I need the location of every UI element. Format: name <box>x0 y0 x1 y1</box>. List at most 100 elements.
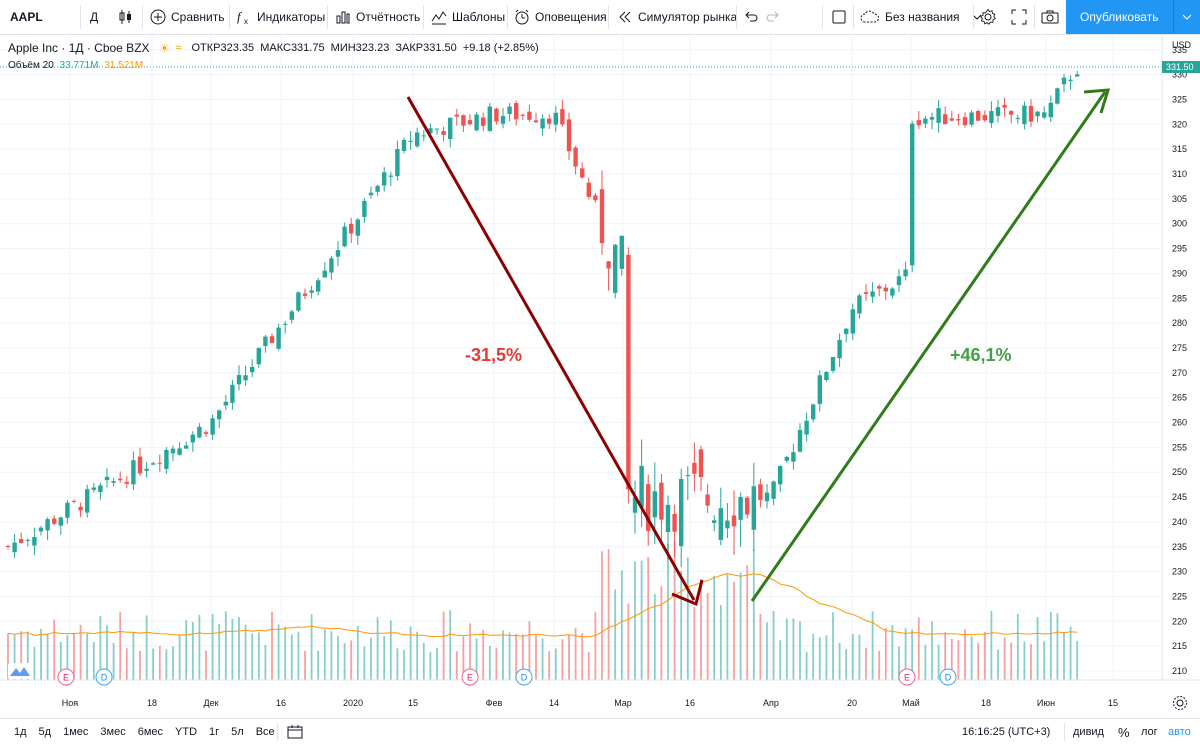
settings-button[interactable] <box>979 0 1002 34</box>
candle-body <box>243 375 248 381</box>
range-button[interactable]: 5л <box>231 726 244 738</box>
volume-bar <box>970 636 973 680</box>
symbol-legend[interactable]: Apple Inc · 1Д · Cboe BZX ☀ ≈ ОТКР323.35… <box>8 41 542 55</box>
candle-body <box>791 452 796 462</box>
volume-bar <box>561 639 564 680</box>
time-axis[interactable] <box>0 680 1162 718</box>
volume-bar <box>33 646 36 680</box>
dividend-marker[interactable]: D <box>95 668 113 686</box>
templates-button[interactable]: Шаблоны <box>431 0 505 34</box>
range-button[interactable]: 1г <box>209 726 220 738</box>
candle-body <box>474 114 479 131</box>
time-tick-label: 18 <box>981 698 991 708</box>
alerts-button[interactable]: Оповещения <box>514 0 607 34</box>
replay-button[interactable]: Симулятор рынка <box>617 0 737 34</box>
adjust-dividends-button[interactable]: дивид <box>1073 719 1104 745</box>
volume-bar <box>304 650 306 680</box>
candle-body <box>487 106 492 131</box>
volume-legend[interactable]: Объём 20 33.771M 31.521M <box>8 60 143 71</box>
currency-label: USD <box>1172 40 1192 50</box>
candle-body <box>230 384 235 403</box>
square-icon <box>832 10 846 24</box>
candle-body <box>692 462 697 474</box>
volume-bar <box>409 626 412 680</box>
range-button[interactable]: 1д <box>14 726 27 738</box>
volume-bar <box>878 650 881 680</box>
candle-body <box>599 189 605 244</box>
dividend-marker[interactable]: D <box>939 668 957 686</box>
range-button[interactable]: YTD <box>175 726 198 738</box>
range-button[interactable]: Все <box>255 726 275 738</box>
symbol-label: AAPL <box>10 10 43 24</box>
goto-date-button[interactable] <box>287 719 303 745</box>
candle-body <box>349 223 354 234</box>
volume-bar <box>1056 613 1059 680</box>
candle-body <box>111 481 116 483</box>
symbol-search-button[interactable]: AAPL <box>10 0 43 34</box>
price-tick-label: 295 <box>1172 244 1187 254</box>
compare-button[interactable]: Сравнить <box>150 0 224 34</box>
publish-menu-button[interactable] <box>1173 0 1200 34</box>
fullscreen-button[interactable] <box>1011 0 1032 34</box>
volume-bar <box>73 633 75 680</box>
volume-bar <box>158 645 161 680</box>
percent-scale-button[interactable]: % <box>1118 719 1130 745</box>
candle-body <box>454 114 459 117</box>
chart-type-button[interactable] <box>117 0 140 34</box>
volume-bar <box>898 646 900 680</box>
price-axis[interactable] <box>1162 35 1200 680</box>
volume-bar <box>231 618 234 680</box>
earnings-marker[interactable]: E <box>898 668 916 686</box>
up-move-arrow[interactable] <box>750 88 1111 602</box>
volume-bar <box>581 633 584 680</box>
financials-button[interactable]: Отчётность <box>335 0 420 34</box>
interval-button[interactable]: Д <box>90 0 98 34</box>
redo-icon <box>766 11 779 22</box>
open-value: 323.35 <box>220 42 255 54</box>
candle-body <box>804 420 809 435</box>
candle-body <box>124 481 129 484</box>
candle-body <box>758 484 763 500</box>
candle-body <box>104 476 110 481</box>
screenshot-button[interactable] <box>1041 0 1064 34</box>
axis-settings-button[interactable] <box>1173 696 1187 710</box>
range-button[interactable]: 3мес <box>100 726 126 738</box>
redo-button[interactable] <box>765 0 786 34</box>
range-button[interactable]: 5д <box>38 726 52 738</box>
auto-scale-button[interactable]: авто <box>1168 719 1191 745</box>
earnings-marker[interactable]: E <box>57 668 75 686</box>
timezone-button[interactable]: 16:16:25 (UTC+3) <box>962 719 1050 745</box>
dividend-marker[interactable]: D <box>515 668 533 686</box>
gear-icon <box>980 8 996 25</box>
undo-button[interactable] <box>743 0 764 34</box>
layout-menu-button[interactable]: Без названия <box>860 0 989 34</box>
candle-body <box>870 291 875 297</box>
candle-body <box>137 456 143 474</box>
earnings-marker[interactable]: E <box>461 668 479 686</box>
volume-bar <box>607 549 610 680</box>
range-button[interactable]: 1мес <box>63 726 89 738</box>
compare-label: Сравнить <box>171 10 225 24</box>
volume-bar <box>1003 637 1006 680</box>
calendar-icon <box>287 725 303 739</box>
volume-bar <box>284 626 287 680</box>
candle-body <box>1028 105 1034 122</box>
candle-body <box>421 135 426 137</box>
range-button[interactable]: 6мес <box>137 726 164 738</box>
candle-body <box>342 226 347 247</box>
down-move-arrow[interactable] <box>406 96 704 607</box>
log-scale-button[interactable]: лог <box>1141 719 1158 745</box>
fullscreen-select-button[interactable] <box>831 0 852 34</box>
candle-body <box>71 500 77 502</box>
earnings-label: E <box>63 673 69 683</box>
candle-body <box>32 537 37 546</box>
volume-bar <box>548 651 551 680</box>
volume-bar <box>964 629 966 680</box>
publish-button[interactable]: Опубликовать <box>1066 0 1200 34</box>
price-chart[interactable]: -31,5% +46,1% USD 2102152202252302352402… <box>0 35 1200 718</box>
candle-body <box>164 449 169 469</box>
candle-body <box>784 456 789 461</box>
